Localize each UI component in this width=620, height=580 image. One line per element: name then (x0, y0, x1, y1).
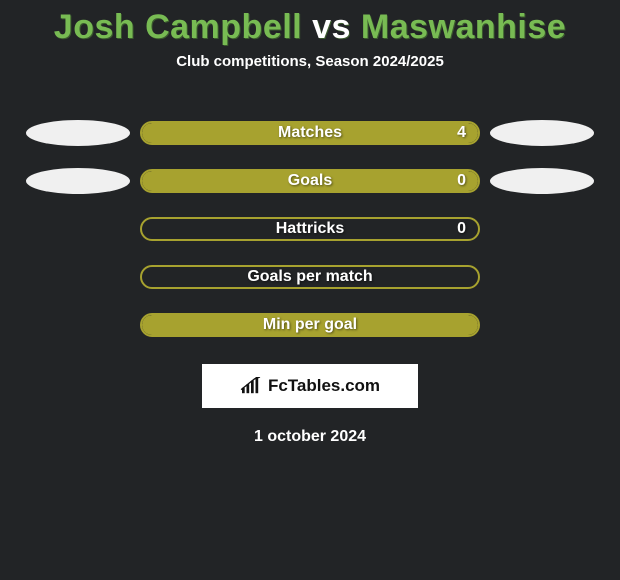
right-ellipse (490, 312, 594, 338)
subtitle: Club competitions, Season 2024/2025 (176, 53, 444, 70)
stat-bar: Min per goal (140, 313, 480, 337)
title-player1: Josh Campbell (54, 8, 302, 46)
left-ellipse (26, 120, 130, 146)
left-ellipse (26, 312, 130, 338)
stat-label: Goals (288, 172, 332, 190)
stat-bar: Hattricks 0 (140, 217, 480, 241)
title-vs: vs (312, 8, 351, 46)
stat-row: Matches 4 (0, 120, 620, 146)
chart-icon (240, 377, 262, 395)
left-ellipse (26, 216, 130, 242)
stat-value-right: 0 (457, 220, 466, 238)
stat-row: Hattricks 0 (0, 216, 620, 242)
stat-label: Goals per match (247, 268, 372, 286)
stat-row: Min per goal (0, 312, 620, 338)
stat-value-right: 4 (457, 124, 466, 142)
title-player2: Maswanhise (361, 8, 566, 46)
page-title: Josh Campbell vs Maswanhise (54, 8, 566, 47)
stat-label: Hattricks (276, 220, 344, 238)
stat-bar: Goals 0 (140, 169, 480, 193)
stat-label: Matches (278, 124, 342, 142)
stat-bar: Goals per match (140, 265, 480, 289)
branding-box: FcTables.com (202, 364, 418, 408)
stat-value-right: 0 (457, 172, 466, 190)
left-ellipse (26, 168, 130, 194)
stat-row: Goals 0 (0, 168, 620, 194)
date-text: 1 october 2024 (254, 428, 366, 446)
right-ellipse (490, 264, 594, 290)
stat-rows: Matches 4 Goals 0 Hattricks 0 Goals per match M… (0, 120, 620, 338)
right-ellipse (490, 216, 594, 242)
stat-label: Min per goal (263, 316, 357, 334)
left-ellipse (26, 264, 130, 290)
stat-row: Goals per match (0, 264, 620, 290)
branding-text: FcTables.com (268, 376, 380, 396)
right-ellipse (490, 120, 594, 146)
stat-bar: Matches 4 (140, 121, 480, 145)
right-ellipse (490, 168, 594, 194)
container: Josh Campbell vs Maswanhise Club competi… (0, 0, 620, 446)
